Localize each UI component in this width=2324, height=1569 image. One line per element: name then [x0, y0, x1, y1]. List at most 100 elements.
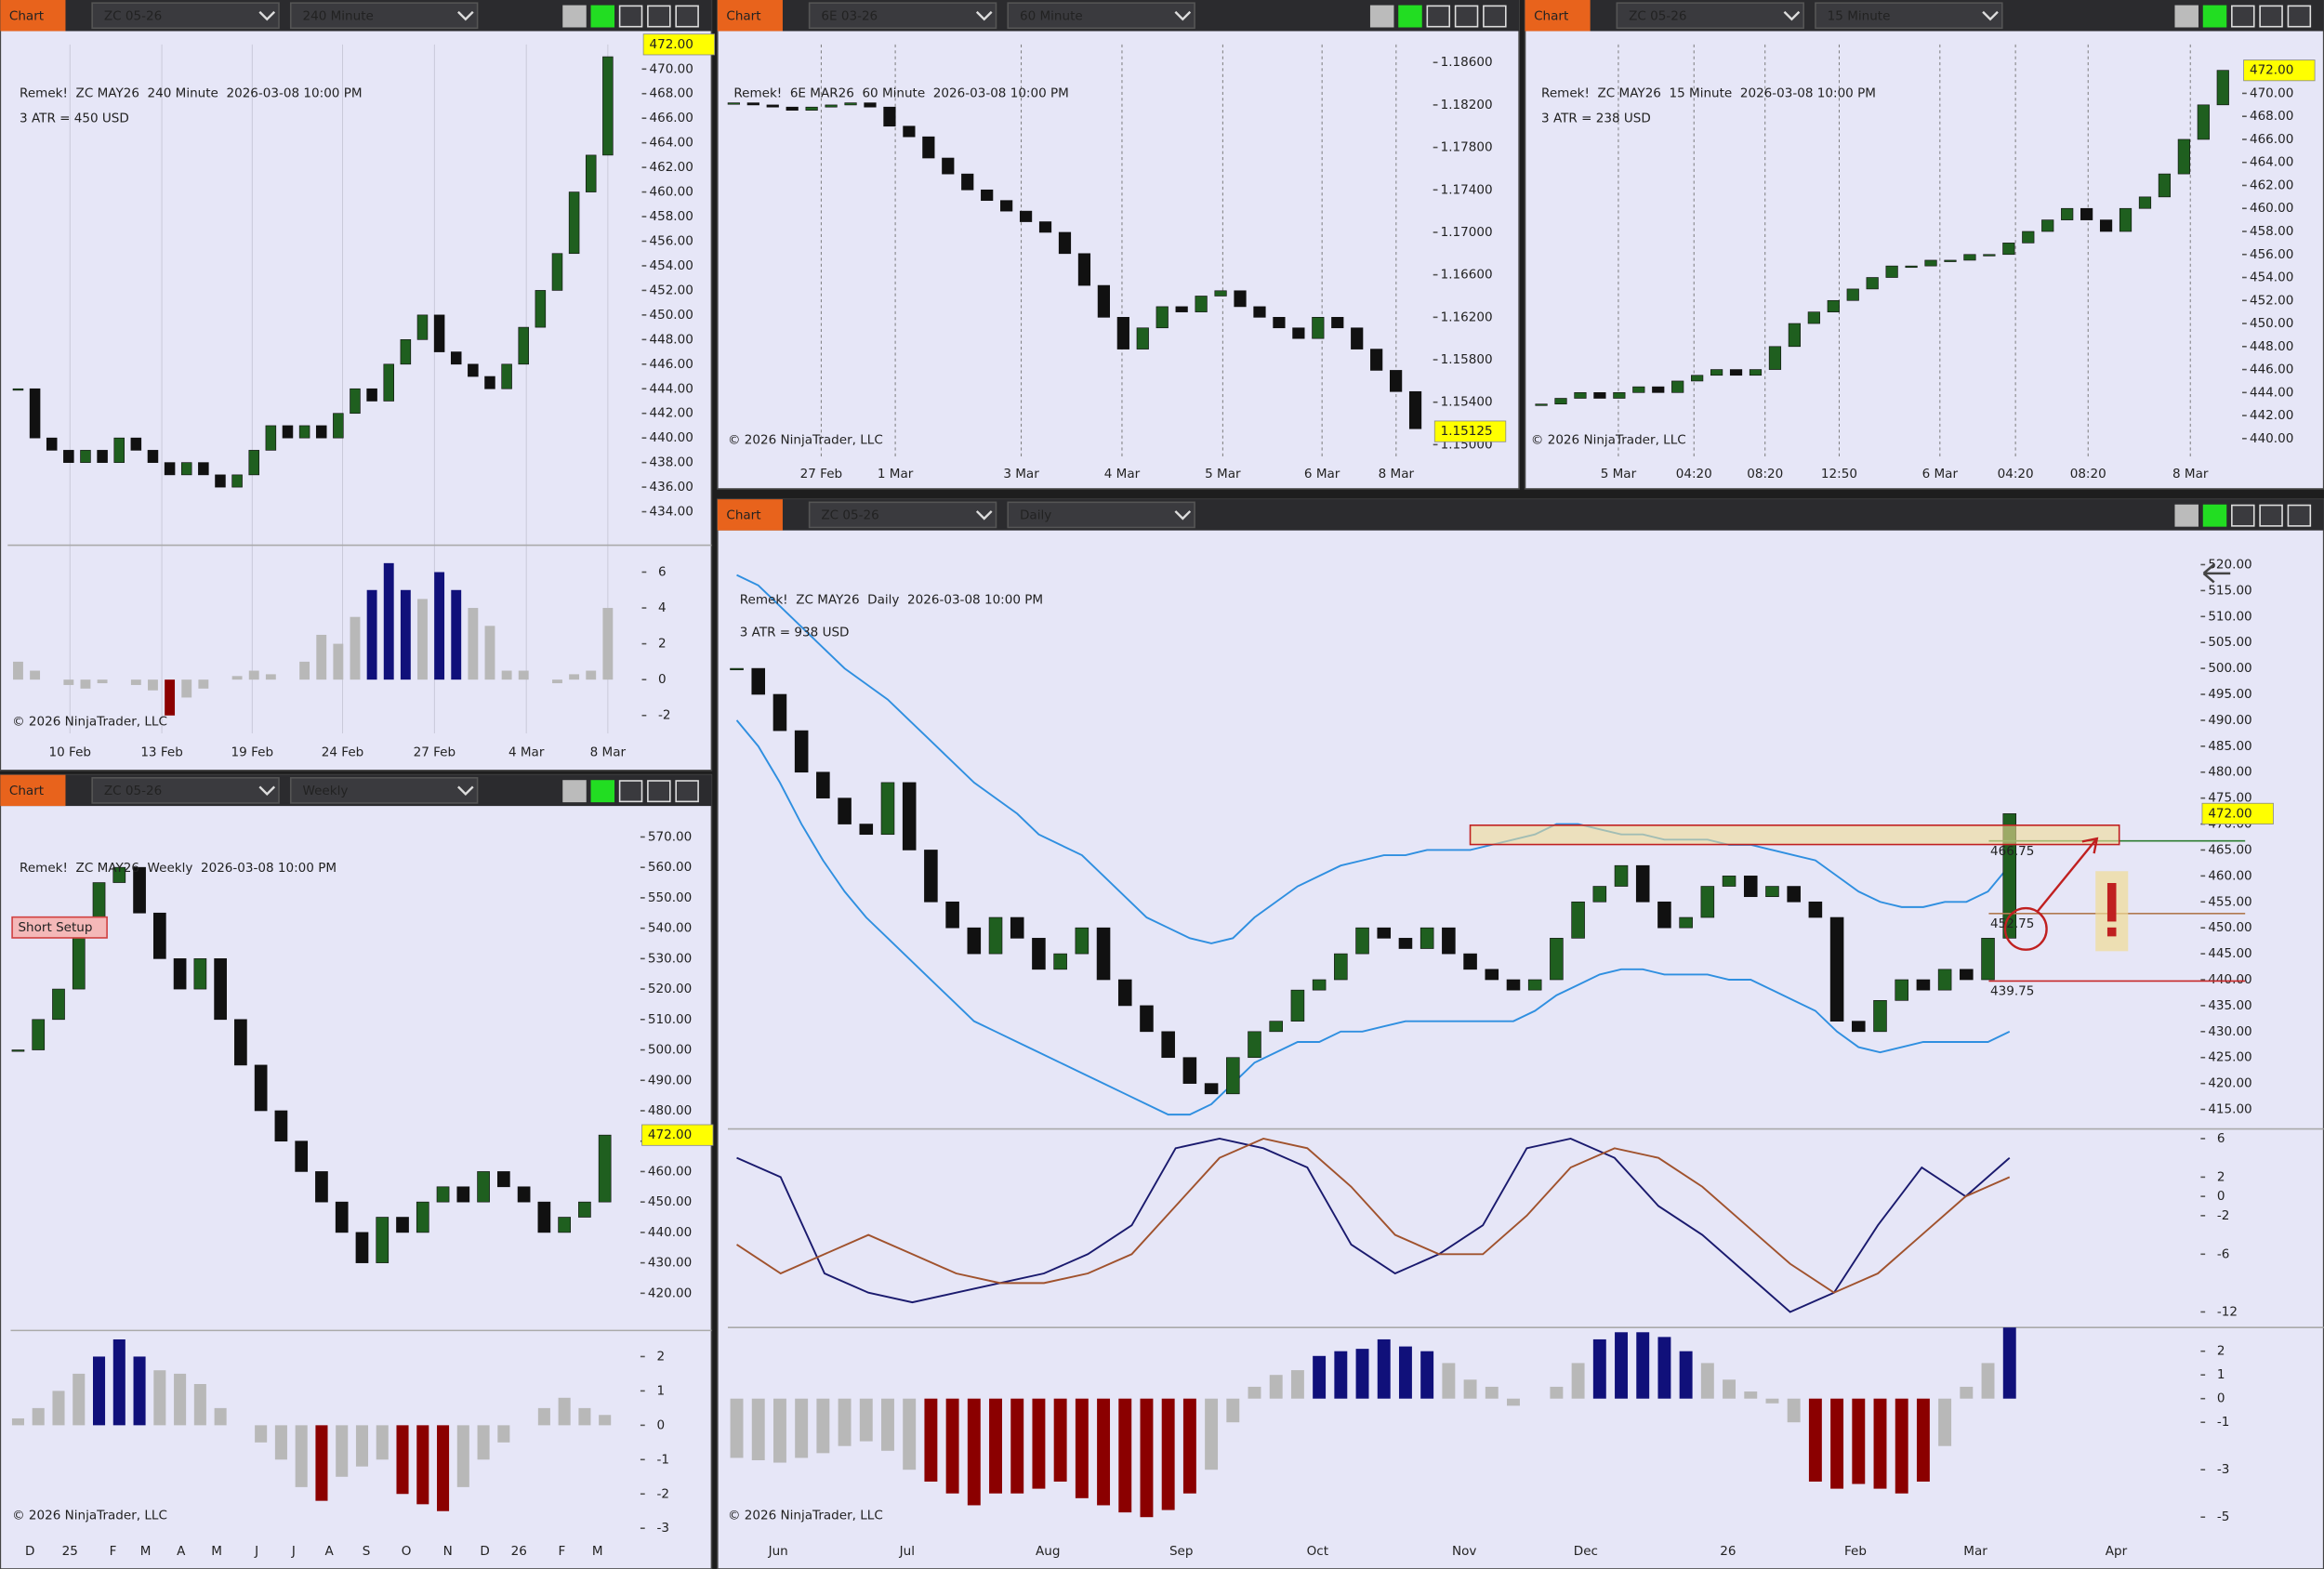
window-button[interactable]	[590, 5, 615, 28]
y-tick-label: 460.00	[649, 185, 693, 200]
interval-dropdown[interactable]	[1815, 2, 2003, 30]
window-button[interactable]	[2287, 504, 2312, 527]
candle	[1852, 1021, 1866, 1033]
candle	[97, 450, 108, 463]
interval-dropdown[interactable]	[1007, 501, 1195, 529]
hist-bar	[497, 1425, 510, 1443]
window-button[interactable]	[647, 780, 671, 803]
instrument-dropdown[interactable]	[1616, 2, 1804, 30]
candle	[578, 1201, 591, 1218]
window-button[interactable]	[2259, 504, 2283, 527]
candle	[1355, 927, 1369, 955]
instrument-dropdown[interactable]	[808, 2, 997, 30]
window-button[interactable]	[2287, 5, 2312, 28]
candle	[1827, 299, 1840, 312]
chart-tab[interactable]	[717, 0, 783, 32]
window-button[interactable]	[2231, 5, 2255, 28]
window-button[interactable]	[2231, 504, 2255, 527]
window-button[interactable]	[675, 5, 699, 28]
window-button[interactable]	[618, 780, 643, 803]
candle	[231, 474, 243, 488]
x-tick-label: 12:50	[1821, 467, 1857, 481]
x-tick-label: Dec	[1574, 1544, 1598, 1559]
instrument-dropdown[interactable]	[808, 501, 997, 529]
y-tick-label: 446.00	[2250, 363, 2293, 377]
y-tick-label: 436.00	[649, 480, 693, 494]
candle	[282, 425, 294, 439]
level-label: 439.75	[1990, 984, 2034, 999]
window-button[interactable]	[1426, 5, 1451, 28]
window-button[interactable]	[618, 5, 643, 28]
instrument-dropdown[interactable]	[91, 777, 280, 804]
window-button[interactable]	[2174, 5, 2199, 28]
window-button[interactable]	[562, 780, 587, 803]
candle	[1175, 306, 1188, 312]
window-button[interactable]	[647, 5, 671, 28]
interval-dropdown[interactable]	[289, 777, 479, 804]
window-button[interactable]	[562, 5, 587, 28]
window-button[interactable]	[675, 780, 699, 803]
candle	[1019, 210, 1033, 222]
chart-tab[interactable]	[1525, 0, 1591, 32]
candle	[32, 1019, 46, 1050]
x-tick-label: 5 Mar	[1205, 467, 1241, 481]
window-button[interactable]	[2174, 504, 2199, 527]
hist-bar	[1550, 1386, 1564, 1399]
candle	[152, 912, 166, 959]
interval-dropdown[interactable]	[289, 2, 479, 30]
candle	[2061, 207, 2074, 220]
hist-bar	[1075, 1398, 1089, 1498]
candle	[1873, 1000, 1887, 1033]
candle	[1116, 317, 1129, 349]
candle	[215, 474, 226, 488]
hist-tick-label: 0	[656, 1417, 665, 1432]
candle	[335, 1201, 349, 1233]
hist-bar	[174, 1373, 187, 1426]
dropdown-arrow	[1783, 10, 1801, 21]
window-button[interactable]	[590, 780, 615, 803]
candle	[1743, 876, 1758, 898]
candle	[1592, 886, 1607, 903]
chart-tab[interactable]	[0, 0, 66, 32]
hist-bar	[1010, 1398, 1024, 1494]
x-tick-label: M	[140, 1544, 152, 1559]
osc-tick-label: -2	[2217, 1208, 2230, 1223]
chart-tab[interactable]	[0, 774, 66, 807]
y-tick-label: 1.17000	[1441, 225, 1493, 240]
candle	[1905, 265, 1918, 269]
y-tick-label: 450.00	[2250, 316, 2293, 331]
candle	[1787, 886, 1801, 903]
back-arrow[interactable]	[2202, 563, 2231, 584]
candle	[450, 351, 462, 365]
window-button[interactable]	[1454, 5, 1479, 28]
window-button[interactable]	[1483, 5, 1507, 28]
y-tick-label: 1.16200	[1441, 310, 1493, 324]
window-button[interactable]	[2259, 5, 2283, 28]
candle	[1077, 253, 1091, 286]
window-button[interactable]	[1369, 5, 1394, 28]
last-price-tag	[2201, 802, 2274, 824]
candle	[355, 1232, 369, 1263]
candle	[537, 1201, 551, 1233]
candle	[1571, 901, 1585, 939]
hist-bar	[336, 1425, 349, 1477]
window-button[interactable]	[2202, 504, 2227, 527]
tab-label: Chart	[726, 9, 760, 24]
chart-tab[interactable]	[717, 499, 783, 531]
hist-bar	[112, 1338, 125, 1426]
hist-bar	[248, 670, 259, 680]
candle	[1248, 1031, 1261, 1059]
dropdown-arrow	[1174, 10, 1192, 21]
instrument-dropdown[interactable]	[91, 2, 280, 30]
x-tick-label: Mar	[1963, 1544, 1987, 1559]
window-button[interactable]	[1398, 5, 1422, 28]
candle	[1652, 386, 1665, 393]
interval-dropdown[interactable]	[1007, 2, 1195, 30]
window	[717, 0, 1520, 490]
y-tick-label: 420.00	[648, 1286, 692, 1300]
hist-bar	[1334, 1351, 1348, 1399]
window-button[interactable]	[2202, 5, 2227, 28]
hist-bar	[198, 679, 209, 689]
hist-bar	[316, 634, 327, 680]
